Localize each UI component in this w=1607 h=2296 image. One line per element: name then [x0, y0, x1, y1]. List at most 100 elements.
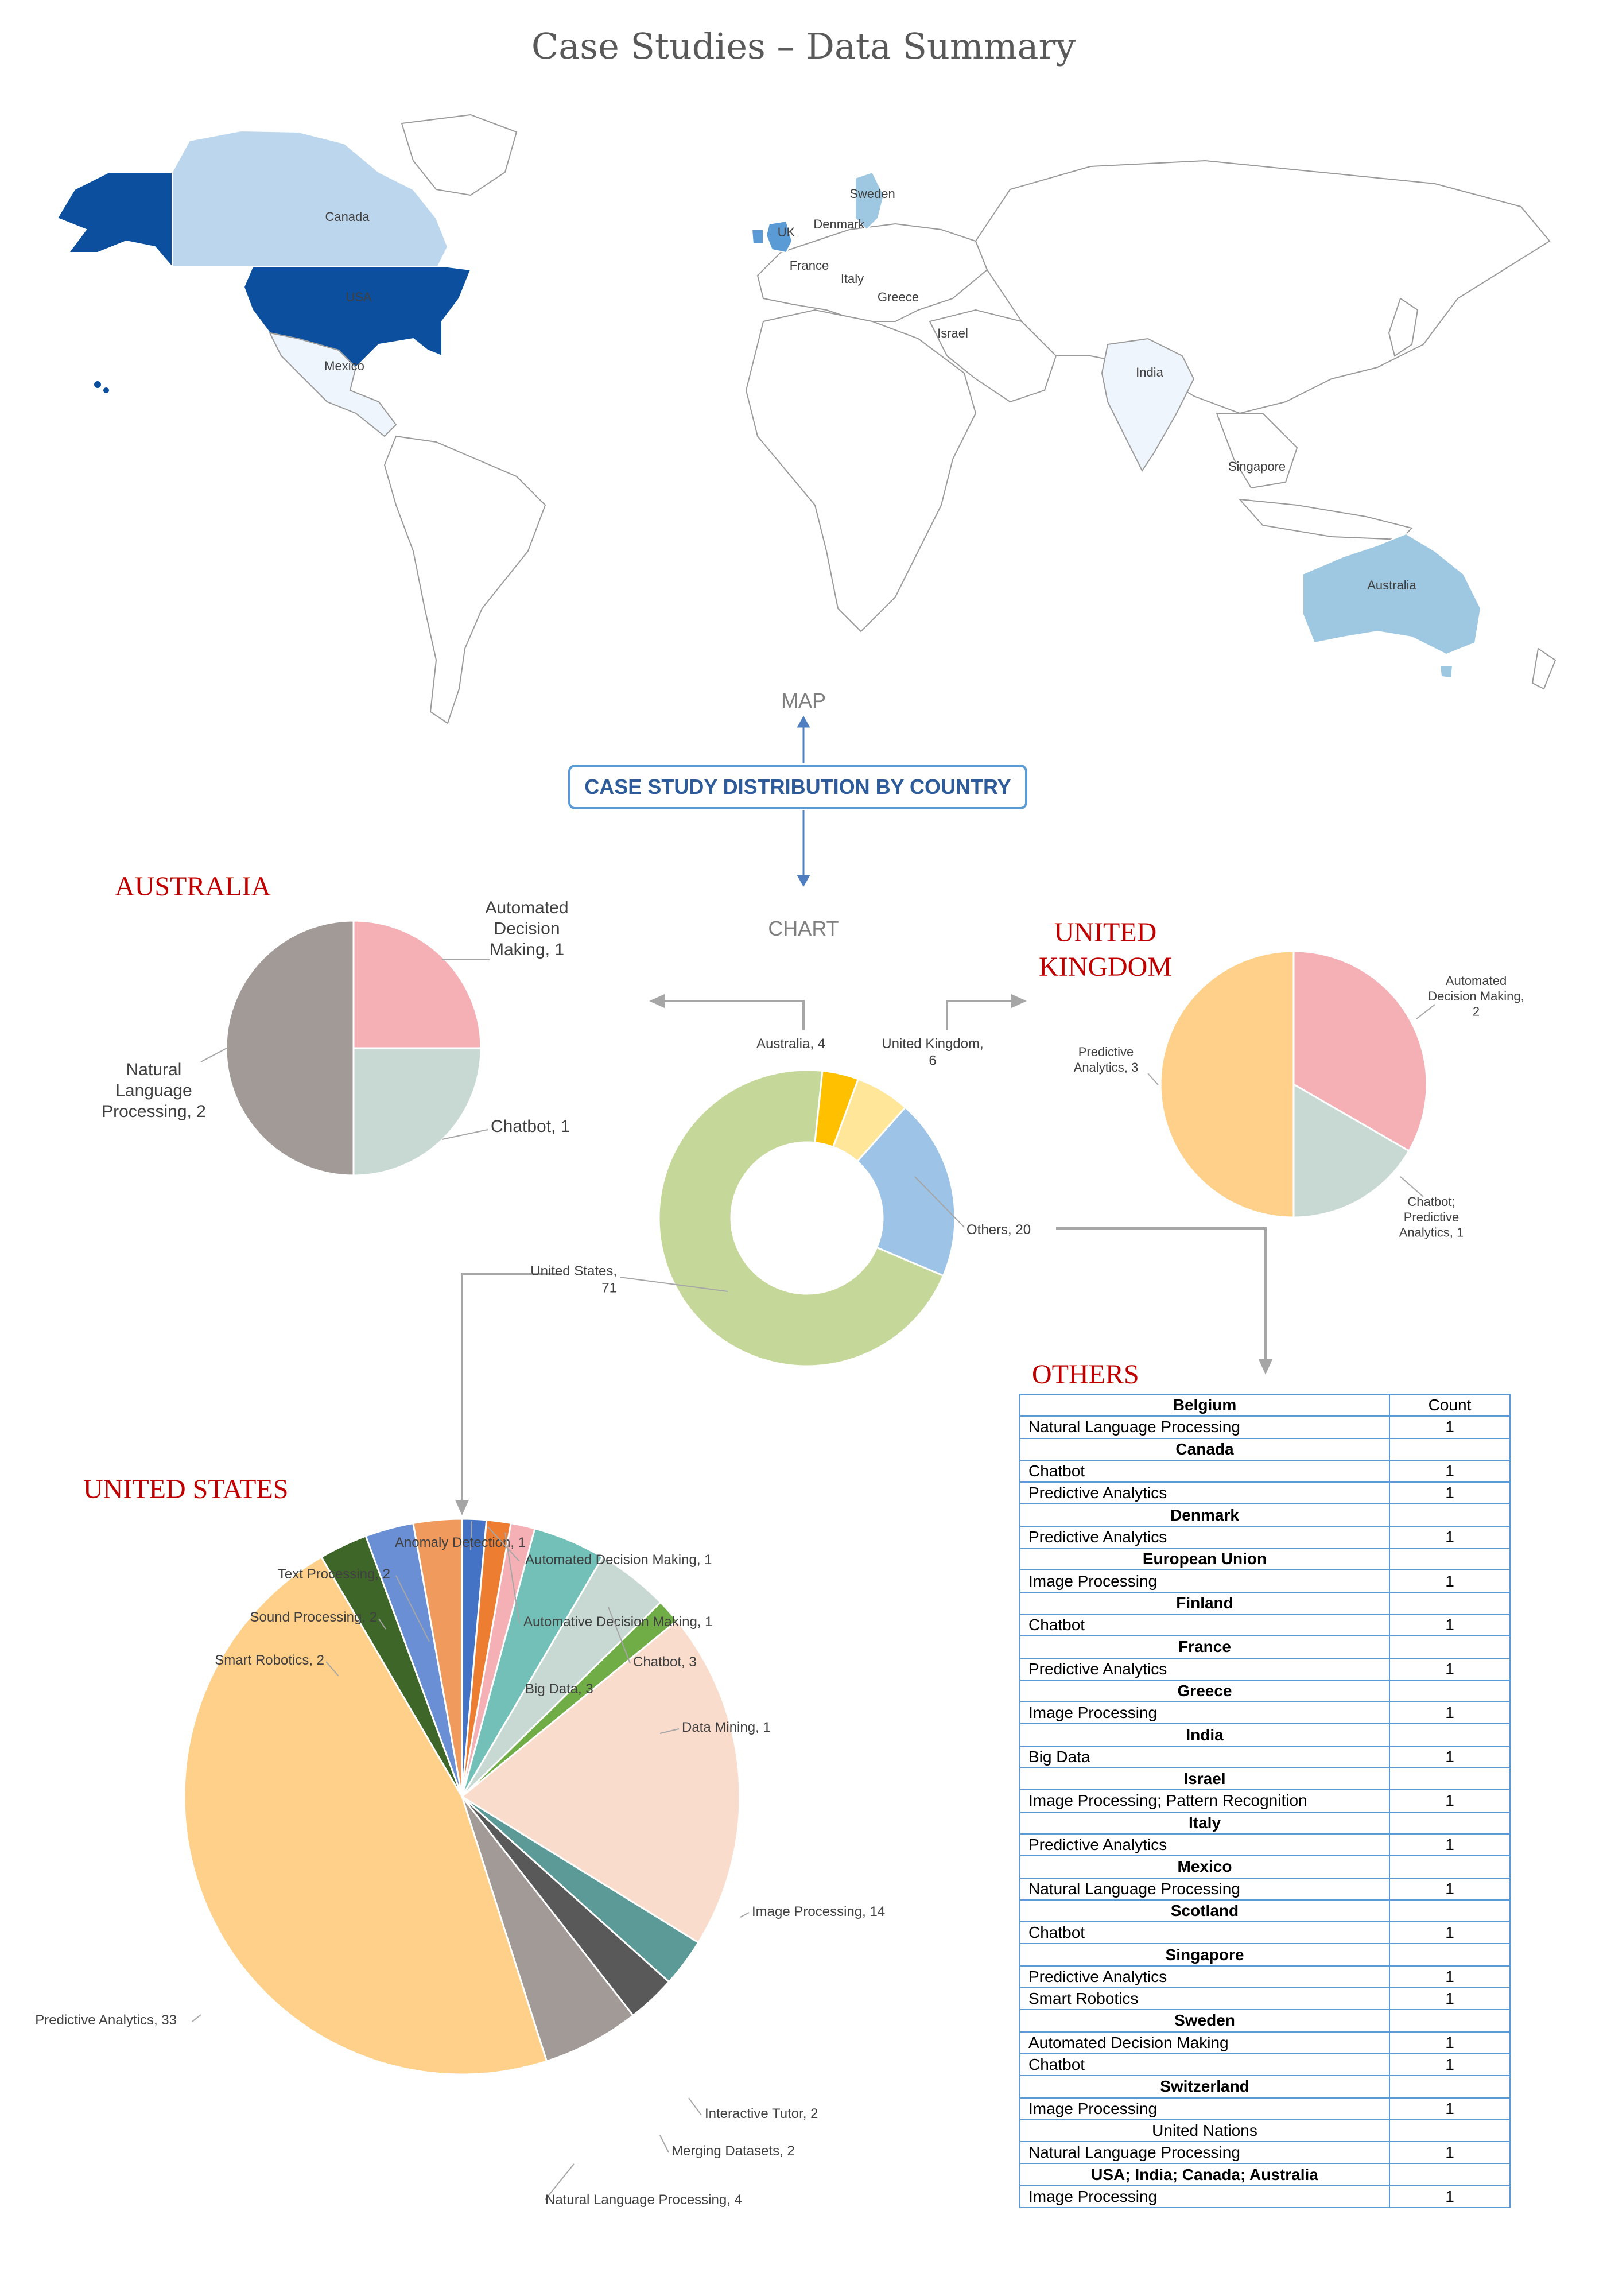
us-label-automated-decision-making: Automated Decision Making, 1	[525, 1552, 712, 1568]
others-item-row: Predictive Analytics 1	[1019, 1657, 1511, 1681]
others-item-row: Predictive Analytics 1	[1019, 1525, 1511, 1549]
donut-label-others: Others, 20	[966, 1222, 1031, 1238]
us-label-automative-decision-making: Automative Decision Making, 1	[523, 1614, 712, 1630]
uk-title-line2: KINGDOM	[1039, 952, 1172, 982]
others-count-cell: 1	[1389, 1987, 1511, 2011]
others-name-cell: Predictive Analytics	[1019, 1657, 1390, 1681]
map-new-zealand	[1531, 647, 1556, 690]
us-label-natural-language-processing: Natural Language Processing, 4	[545, 2192, 742, 2208]
others-name-cell: Finland	[1019, 1591, 1390, 1615]
uk-label-predictive: Predictive Analytics, 3	[1074, 1045, 1139, 1075]
others-count-cell: 1	[1389, 2185, 1511, 2208]
us-label-sound-processing: Sound Processing, 2	[250, 1609, 377, 1625]
uk-label-automated: Automated Decision Making, 2	[1428, 974, 1524, 1019]
australia-label-chatbot-leader	[441, 1129, 488, 1140]
others-group-row: Italy	[1019, 1811, 1511, 1835]
others-count-cell	[1389, 1679, 1511, 1703]
australia-slice-natural-language-processing	[225, 920, 355, 1177]
uk-slice-predictive-analytics	[1159, 950, 1295, 1219]
others-item-row: Predictive Analytics 1	[1019, 1965, 1511, 1989]
others-count-cell	[1389, 2119, 1511, 2143]
map-europe	[756, 223, 988, 322]
others-count-cell	[1389, 1767, 1511, 1791]
others-name-cell: Singapore	[1019, 1943, 1390, 1967]
others-count-cell: 1	[1389, 1833, 1511, 1857]
donut-slice-united-states	[658, 1069, 945, 1367]
others-name-cell: Image Processing	[1019, 1701, 1390, 1725]
world-map: Canada USA Mexico UK Sweden Denmark Fran…	[56, 114, 1556, 724]
others-title: OTHERS	[1032, 1359, 1139, 1390]
australia-title: AUSTRALIA	[115, 871, 271, 902]
us-slice-image-processing	[460, 1619, 741, 1944]
us-label-chatbot: Chatbot, 3	[633, 1654, 697, 1670]
others-group-row: United Nations	[1019, 2119, 1511, 2143]
others-count-cell: 1	[1389, 2097, 1511, 2120]
us-label-automated-decision-making-leader	[487, 1526, 520, 1562]
others-count-cell: 1	[1389, 1569, 1511, 1593]
map-mexico	[269, 332, 397, 437]
us-label-data-mining-leader	[659, 1728, 680, 1734]
others-name-cell: Chatbot	[1019, 1613, 1390, 1637]
australia-label-chatbot: Chatbot, 1	[491, 1117, 570, 1136]
us-label-image-processing: Image Processing, 14	[752, 1904, 885, 1919]
australia-label-automated: Automated Decision Making, 1	[485, 898, 568, 959]
others-count-cell: 1	[1389, 2053, 1511, 2077]
uk-slice-chatbot-predictive-analytics	[1292, 1083, 1410, 1219]
map-africa	[745, 309, 977, 633]
others-header-belgium: Belgium	[1019, 1393, 1390, 1417]
others-name-cell: Chatbot	[1019, 1921, 1390, 1945]
others-name-cell: Predictive Analytics	[1019, 1525, 1390, 1549]
donut-chart	[658, 1069, 956, 1367]
map-label-denmark: Denmark	[813, 217, 865, 231]
us-label-merging-datasets: Merging Datasets, 2	[671, 2143, 795, 2159]
us-slice-text-processing	[412, 1518, 463, 1797]
donut-label-others-leader	[914, 1176, 965, 1228]
map-label-mexico: Mexico	[324, 359, 364, 373]
others-name-cell: Denmark	[1019, 1503, 1390, 1527]
others-group-row: Scotland	[1019, 1899, 1511, 1923]
others-name-cell: Natural Language Processing	[1019, 1877, 1390, 1901]
map-label-australia: Australia	[1367, 578, 1416, 592]
map-uk	[765, 220, 793, 254]
map-ireland	[751, 229, 764, 245]
others-count-cell: 1	[1389, 2141, 1511, 2165]
others-count-cell	[1389, 1503, 1511, 1527]
us-slice-predictive-analytics	[183, 1556, 548, 2076]
others-item-row: Chatbot 1	[1019, 1921, 1511, 1945]
uk-slice-automated-decision-making	[1292, 950, 1428, 1153]
others-name-cell: Image Processing	[1019, 2097, 1390, 2120]
others-item-row: Predictive Analytics 1	[1019, 1481, 1511, 1505]
others-item-row: Chatbot 1	[1019, 1459, 1511, 1483]
us-label-image-processing-leader	[740, 1912, 750, 1918]
us-pie	[183, 1518, 741, 2076]
us-label-smart-robotics: Smart Robotics, 2	[215, 1653, 324, 1668]
others-count-cell: 1	[1389, 1657, 1511, 1681]
others-name-cell: Predictive Analytics	[1019, 1965, 1390, 1989]
chart-labels: Australia, 4 United Kingdom, 6 Others, 20 Un…	[35, 898, 1524, 2208]
others-count-cell	[1389, 1437, 1511, 1461]
others-count-cell: 1	[1389, 1459, 1511, 1483]
others-name-cell: European Union	[1019, 1548, 1390, 1571]
others-name-cell: Scotland	[1019, 1899, 1390, 1923]
others-name-cell: Natural Language Processing	[1019, 1415, 1390, 1439]
others-item-row: Image Processing 1	[1019, 1701, 1511, 1725]
us-label-predictive-analytics: Predictive Analytics, 33	[35, 2012, 177, 2028]
others-count-cell: 1	[1389, 1877, 1511, 1901]
us-label-big-data: Big Data, 3	[525, 1681, 593, 1697]
others-group-row: Singapore	[1019, 1943, 1511, 1967]
others-name-cell: Canada	[1019, 1437, 1390, 1461]
map-alaska	[56, 172, 173, 269]
map-label-sweden: Sweden	[849, 187, 895, 201]
distribution-box: CASE STUDY DISTRIBUTION BY COUNTRY	[568, 765, 1027, 809]
australia-label-nlp: Natural Language Processing, 2	[102, 1060, 206, 1121]
others-name-cell: Sweden	[1019, 2009, 1390, 2033]
donut-label-australia: Australia, 4	[756, 1036, 825, 1052]
others-count-cell: 1	[1389, 1789, 1511, 1813]
others-count-cell	[1389, 1899, 1511, 1923]
map-hawaii-2	[103, 387, 109, 393]
us-label-anomaly-detection-leader	[470, 1521, 472, 1550]
us-label-natural-language-processing-leader	[545, 2163, 575, 2200]
us-label-anomaly-detection: Anomaly Detection, 1	[395, 1535, 526, 1550]
others-name-cell: United Nations	[1019, 2119, 1390, 2143]
